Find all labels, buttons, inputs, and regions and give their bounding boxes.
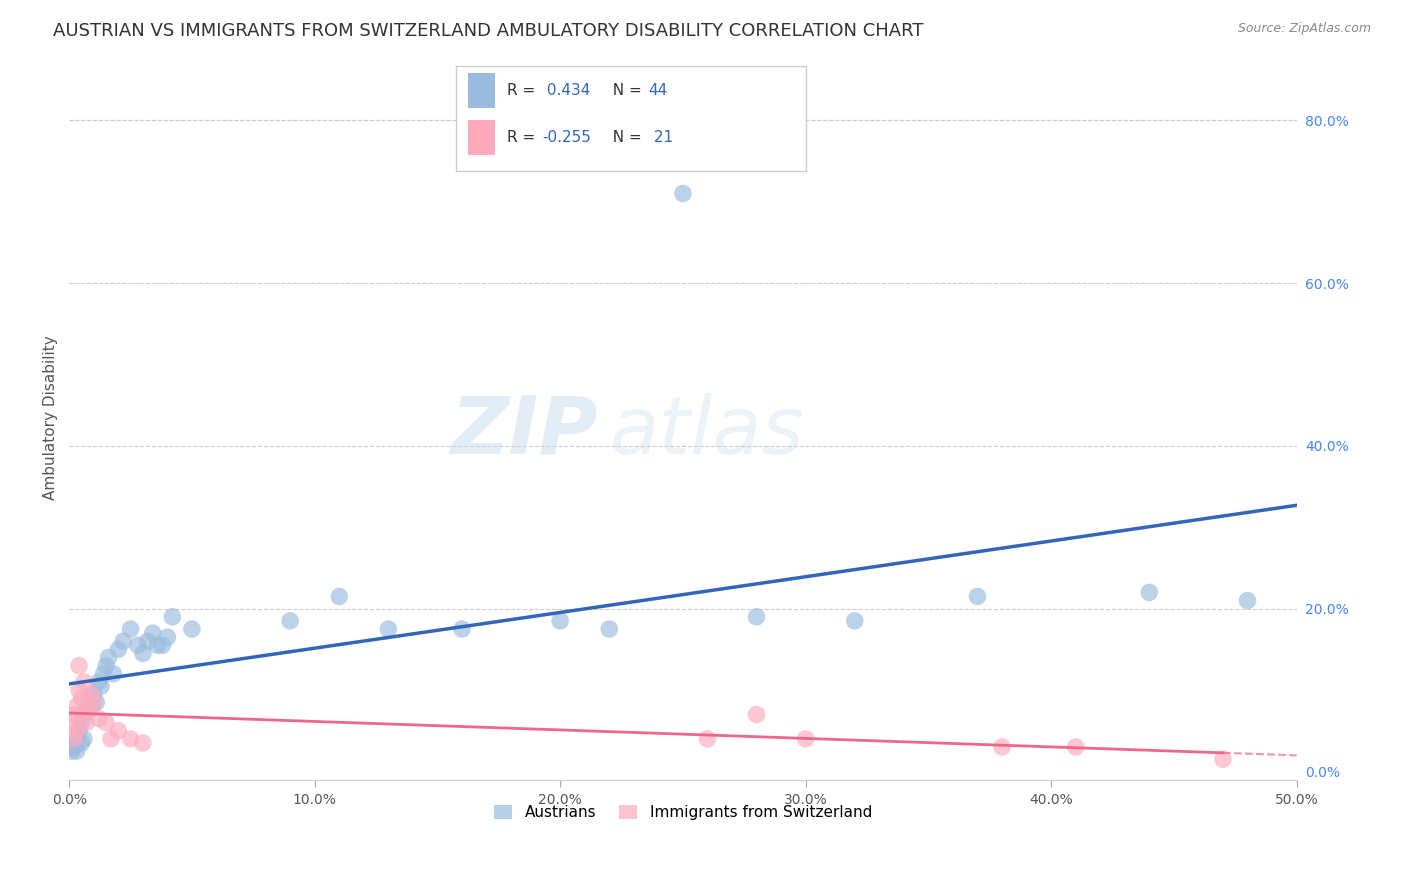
Point [120,622,142,636]
Point [152,638,174,652]
Point [67,683,90,698]
Text: 44: 44 [648,83,668,98]
Text: ZIP: ZIP [450,392,598,471]
Point [87,712,110,726]
Point [1137,585,1160,599]
Point [162,609,184,624]
Text: 0.434: 0.434 [541,83,591,98]
Point [73,707,96,722]
Text: N =: N = [603,130,647,145]
Point [77,703,100,717]
Bar [468,73,495,108]
Point [75,715,97,730]
Point [65,731,87,746]
Point [107,642,129,657]
Point [127,638,149,652]
Point [136,634,159,648]
Point [87,674,110,689]
Text: N =: N = [603,83,647,98]
Text: -0.255: -0.255 [541,130,591,145]
Point [966,590,988,604]
Point [120,731,142,746]
Point [107,723,129,738]
Point [132,736,155,750]
Point [1236,593,1258,607]
Point [112,634,135,648]
FancyBboxPatch shape [456,66,806,171]
Point [75,703,97,717]
Point [60,715,83,730]
Point [80,699,103,714]
Point [377,622,399,636]
Point [844,614,866,628]
Text: Source: ZipAtlas.com: Source: ZipAtlas.com [1237,22,1371,36]
Point [103,666,125,681]
Point [548,614,571,628]
Point [83,695,105,709]
Point [451,622,474,636]
Text: atlas: atlas [609,392,804,471]
Point [1212,752,1234,766]
Text: R =: R = [508,83,540,98]
Point [97,650,120,665]
Point [93,666,115,681]
Point [73,731,96,746]
Point [83,687,105,701]
Point [65,723,87,738]
Point [70,691,93,706]
Point [67,723,90,738]
Point [80,687,103,701]
Point [745,707,768,722]
Point [100,731,122,746]
Point [70,715,93,730]
Point [991,739,1014,754]
Y-axis label: Ambulatory Disability: Ambulatory Disability [44,335,58,500]
Point [794,731,817,746]
Text: AUSTRIAN VS IMMIGRANTS FROM SWITZERLAND AMBULATORY DISABILITY CORRELATION CHART: AUSTRIAN VS IMMIGRANTS FROM SWITZERLAND … [53,22,924,40]
Text: R =: R = [508,130,540,145]
Point [94,658,117,673]
Point [77,691,100,706]
Point [745,609,768,624]
Point [70,736,93,750]
Point [328,590,350,604]
Point [84,695,107,709]
Point [63,707,86,722]
Point [94,715,117,730]
Bar [468,120,495,155]
Point [146,638,169,652]
Point [156,630,179,644]
Point [696,731,718,746]
Point [142,626,165,640]
Point [63,739,86,754]
Point [181,622,204,636]
Point [132,647,155,661]
Point [73,707,96,722]
Point [65,744,87,758]
Legend: Austrians, Immigrants from Switzerland: Austrians, Immigrants from Switzerland [488,799,877,826]
Point [73,674,96,689]
Point [1064,739,1087,754]
Point [63,731,86,746]
Point [672,186,695,201]
Point [65,699,87,714]
Point [67,658,90,673]
Text: 21: 21 [648,130,672,145]
Point [278,614,301,628]
Point [90,679,112,693]
Point [598,622,620,636]
Point [60,744,83,758]
